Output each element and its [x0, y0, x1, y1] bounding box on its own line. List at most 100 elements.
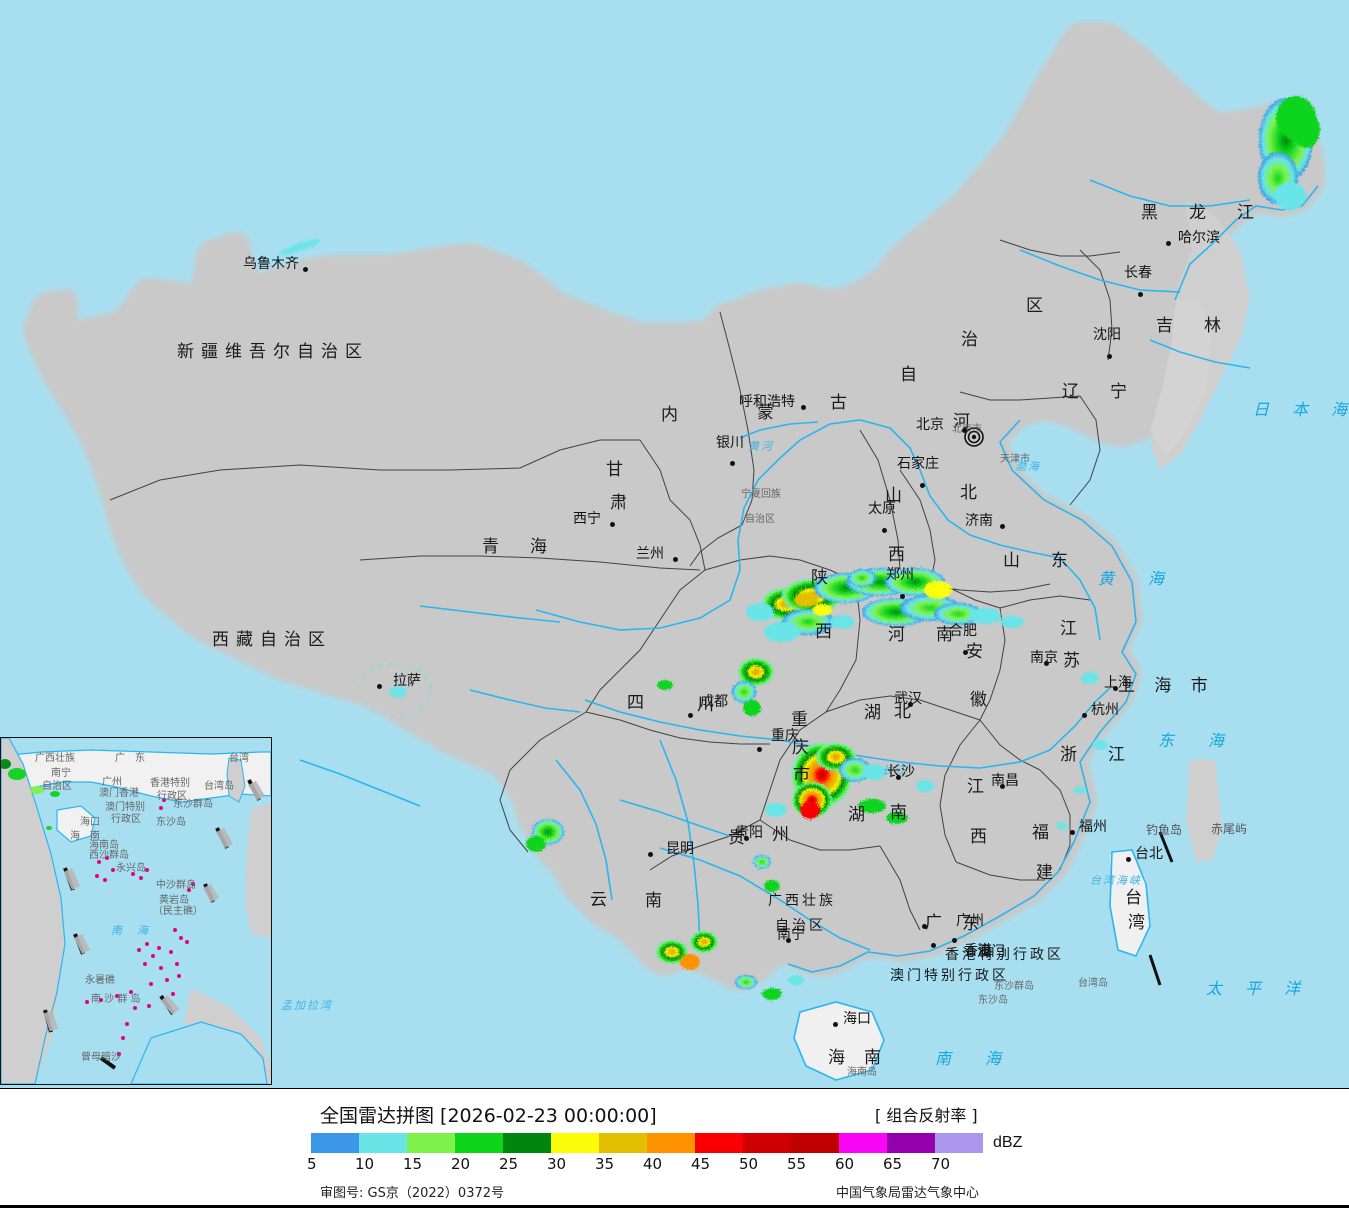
echo-guangxi [656, 931, 804, 1000]
colorbar-tick-5: 5 [307, 1155, 317, 1173]
inset-label-西沙群岛: 西沙群岛 [89, 850, 129, 861]
inset-label-南沙群岛: 南 沙 群 岛 [91, 994, 141, 1005]
colorbar-tick-40: 40 [643, 1155, 663, 1173]
city-marker-长沙 [896, 775, 901, 780]
dbz-colorbar[interactable] [311, 1133, 983, 1153]
colorbar-tick-50: 50 [739, 1155, 759, 1173]
colorbar-swatch-15[interactable] [407, 1133, 455, 1153]
inset-label-广州: 广州 [102, 777, 122, 788]
south-china-sea-inset[interactable]: 广西壮族 自治区 南宁广 东广州 澳门 香港 香港特别 行政区 澳门特别 行政区 台湾 台湾岛 东沙群… [0, 737, 272, 1085]
inset-label-广东: 广 东 [115, 753, 145, 764]
province-borders [109, 239, 1121, 931]
inset-label-南海: 南 海 [111, 924, 150, 937]
city-marker-郑州 [900, 594, 905, 599]
regional-landmass [1150, 300, 1212, 456]
echo-guizhou [753, 803, 787, 892]
boundary-dashes [1148, 831, 1174, 986]
echo-anhui [969, 608, 1099, 684]
colorbar-swatch-30[interactable] [551, 1133, 599, 1153]
city-marker-哈尔滨 [1166, 241, 1171, 246]
city-marker-杭州 [1082, 713, 1087, 718]
city-marker-西宁 [610, 522, 615, 527]
echo-cells [279, 96, 1320, 1000]
inset-label-民主礁: （民主礁） [153, 906, 203, 917]
colorbar-swatch-35[interactable] [599, 1133, 647, 1153]
city-marker-银川 [730, 461, 735, 466]
rivers [299, 179, 1251, 951]
city-marker-长春 [1138, 292, 1143, 297]
colorbar-swatch-40[interactable] [647, 1133, 695, 1153]
echo-shanxi [830, 569, 876, 629]
colorbar-tick-55: 55 [787, 1155, 807, 1173]
echo-hunan [792, 743, 934, 824]
city-marker-南京 [1044, 661, 1049, 666]
colorbar-swatch-10[interactable] [359, 1133, 407, 1153]
inset-label-永暑礁: 永暑礁 [85, 975, 115, 986]
echo-coastal [1056, 740, 1108, 830]
page-title: 全国雷达拼图 [2026-02-23 00:00:00] [320, 1105, 657, 1127]
city-marker-重庆 [757, 747, 762, 752]
colorbar-tick-70: 70 [931, 1155, 951, 1173]
colorbar-swatch-20[interactable] [455, 1133, 503, 1153]
city-marker-上海 [1113, 686, 1118, 691]
echo-heilongjiang [1258, 96, 1320, 210]
colorbar-unit-label: dBZ [993, 1134, 1023, 1151]
echo-xinjiang [279, 239, 321, 255]
city-marker-兰州 [673, 557, 678, 562]
inset-label-永兴岛: 永兴岛 [116, 863, 146, 874]
map-approval-number: 审图号: GS京（2022）0372号 [320, 1186, 505, 1201]
inset-label-澳门: 澳门 [99, 788, 119, 799]
city-marker-贵阳 [744, 836, 749, 841]
inset-label-海南: 海 南 [70, 831, 100, 842]
echo-yunnan [526, 819, 564, 852]
hainan-island [793, 1001, 885, 1081]
colorbar-swatch-60[interactable] [839, 1133, 887, 1153]
city-marker-乌鲁木齐 [303, 267, 308, 272]
inset-label-黄岩岛: 黄岩岛 [159, 895, 189, 906]
colorbar-swatch-55[interactable] [791, 1133, 839, 1153]
city-marker-澳门 [931, 943, 936, 948]
inset-label-layer: 广西壮族 自治区 南宁广 东广州 澳门 香港 香港特别 行政区 澳门特别 行政区 台湾 台湾岛 东沙群… [1, 738, 271, 1084]
colorbar-tick-45: 45 [691, 1155, 711, 1173]
inset-label-澳门特别: 澳门特别 [105, 802, 145, 813]
inset-label-行政区: 行政区 [157, 791, 187, 802]
city-marker-福州 [1070, 830, 1075, 835]
city-marker-南宁 [786, 938, 791, 943]
city-marker-合肥 [963, 650, 968, 655]
colorbar-swatch-25[interactable] [503, 1133, 551, 1153]
colorbar-swatch-50[interactable] [743, 1133, 791, 1153]
map-canvas[interactable]: 新疆维吾尔自治区 西藏自治区青 海甘肃内蒙古自治区黑 龙 江吉 林辽 宁河北山西山… [0, 0, 1349, 1088]
city-marker-香港 [952, 938, 957, 943]
colorbar-tick-25: 25 [499, 1155, 519, 1173]
inset-label-曾母暗沙: 曾母暗沙 [81, 1052, 121, 1063]
city-marker-济南 [1000, 524, 1005, 529]
colorbar-tick-30: 30 [547, 1155, 567, 1173]
inset-label-东沙群岛: 东沙群岛 [173, 799, 213, 810]
inset-label-海南岛: 海南岛 [89, 840, 119, 851]
colorbar-tick-10: 10 [355, 1155, 375, 1173]
colorbar-swatch-65[interactable] [887, 1133, 935, 1153]
inset-geometry [1, 738, 271, 1084]
city-marker-广州 [922, 924, 927, 929]
taiwan-island [1109, 849, 1151, 957]
inset-label-台湾: 台湾 [229, 753, 249, 764]
city-marker-太原 [882, 528, 887, 533]
colorbar-swatch-45[interactable] [695, 1133, 743, 1153]
echo-tibet [358, 663, 432, 717]
title-row: 全国雷达拼图 [2026-02-23 00:00:00] [ 组合反射率 ] [320, 1101, 1220, 1127]
city-marker-拉萨 [377, 684, 382, 689]
product-type-label: [ 组合反射率 ] [875, 1106, 978, 1125]
city-marker-沈阳 [1107, 354, 1112, 359]
inset-label-东沙岛: 东沙岛 [156, 817, 186, 828]
colorbar-swatch-70[interactable] [935, 1133, 983, 1153]
colorbar-swatch-5[interactable] [311, 1133, 359, 1153]
city-marker-昆明 [648, 852, 653, 857]
colorbar-tick-labels: 5 10 15 20 25 30 35 40 45 50 55 60 65 70 [307, 1155, 1011, 1173]
colorbar-tick-65: 65 [883, 1155, 903, 1173]
inset-label-行政区: 行政区 [111, 814, 141, 825]
issuing-agency-credit: 中国气象局雷达气象中心 [836, 1186, 980, 1201]
echo-sichuan [657, 658, 774, 716]
colorbar-tick-60: 60 [835, 1155, 855, 1173]
echo-shaanxi-henan [746, 568, 982, 642]
